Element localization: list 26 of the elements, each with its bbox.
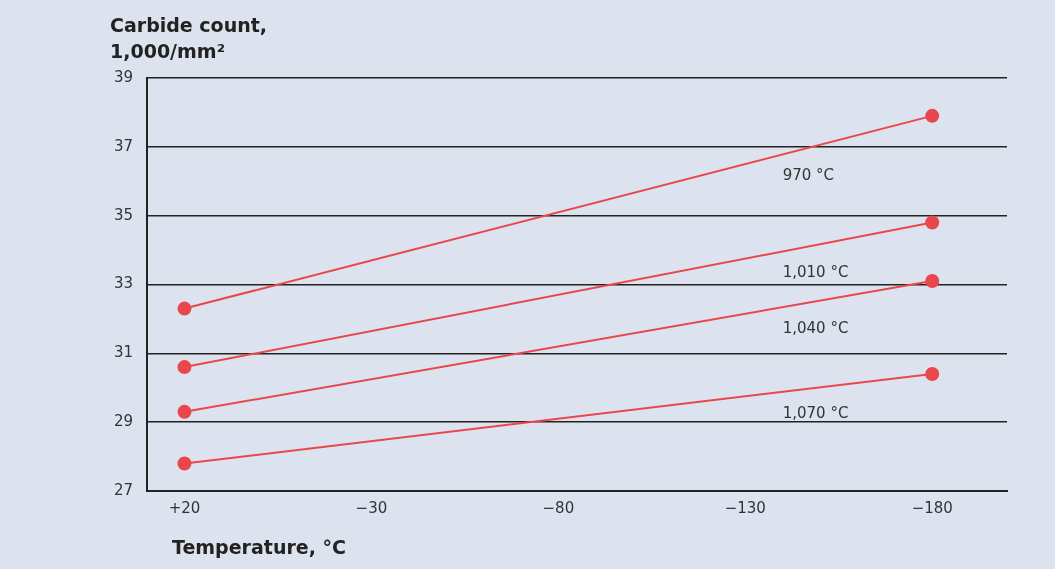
point bbox=[925, 215, 940, 230]
point bbox=[925, 366, 940, 381]
y-tick-label: 29 bbox=[113, 412, 134, 431]
y-tick-label: 31 bbox=[113, 343, 134, 362]
point bbox=[177, 456, 192, 471]
series-label: 1,040 °C bbox=[782, 319, 849, 338]
point bbox=[925, 274, 940, 289]
x-tick-label: −130 bbox=[724, 498, 766, 517]
y-axis-title: Carbide count, 1,000/mm² bbox=[110, 13, 269, 64]
x-tick-label: −180 bbox=[911, 498, 953, 517]
series-label: 970 °C bbox=[782, 166, 835, 185]
x-tick-label: +20 bbox=[168, 498, 201, 517]
y-tick-label: 39 bbox=[113, 67, 134, 86]
x-tick-label: −80 bbox=[542, 498, 575, 517]
series-label: 1,010 °C bbox=[782, 263, 849, 282]
point bbox=[177, 301, 192, 316]
y-tick-label: 33 bbox=[113, 274, 134, 293]
x-axis-title: Temperature, °C bbox=[172, 536, 346, 558]
y-tick-label: 37 bbox=[113, 136, 134, 155]
point bbox=[177, 404, 192, 419]
y-tick-label: 35 bbox=[113, 205, 134, 224]
y-tick-label: 27 bbox=[113, 480, 134, 499]
x-tick-label: −30 bbox=[355, 498, 388, 517]
point bbox=[177, 360, 192, 375]
series-label: 1,070 °C bbox=[782, 403, 849, 422]
point bbox=[925, 108, 940, 123]
